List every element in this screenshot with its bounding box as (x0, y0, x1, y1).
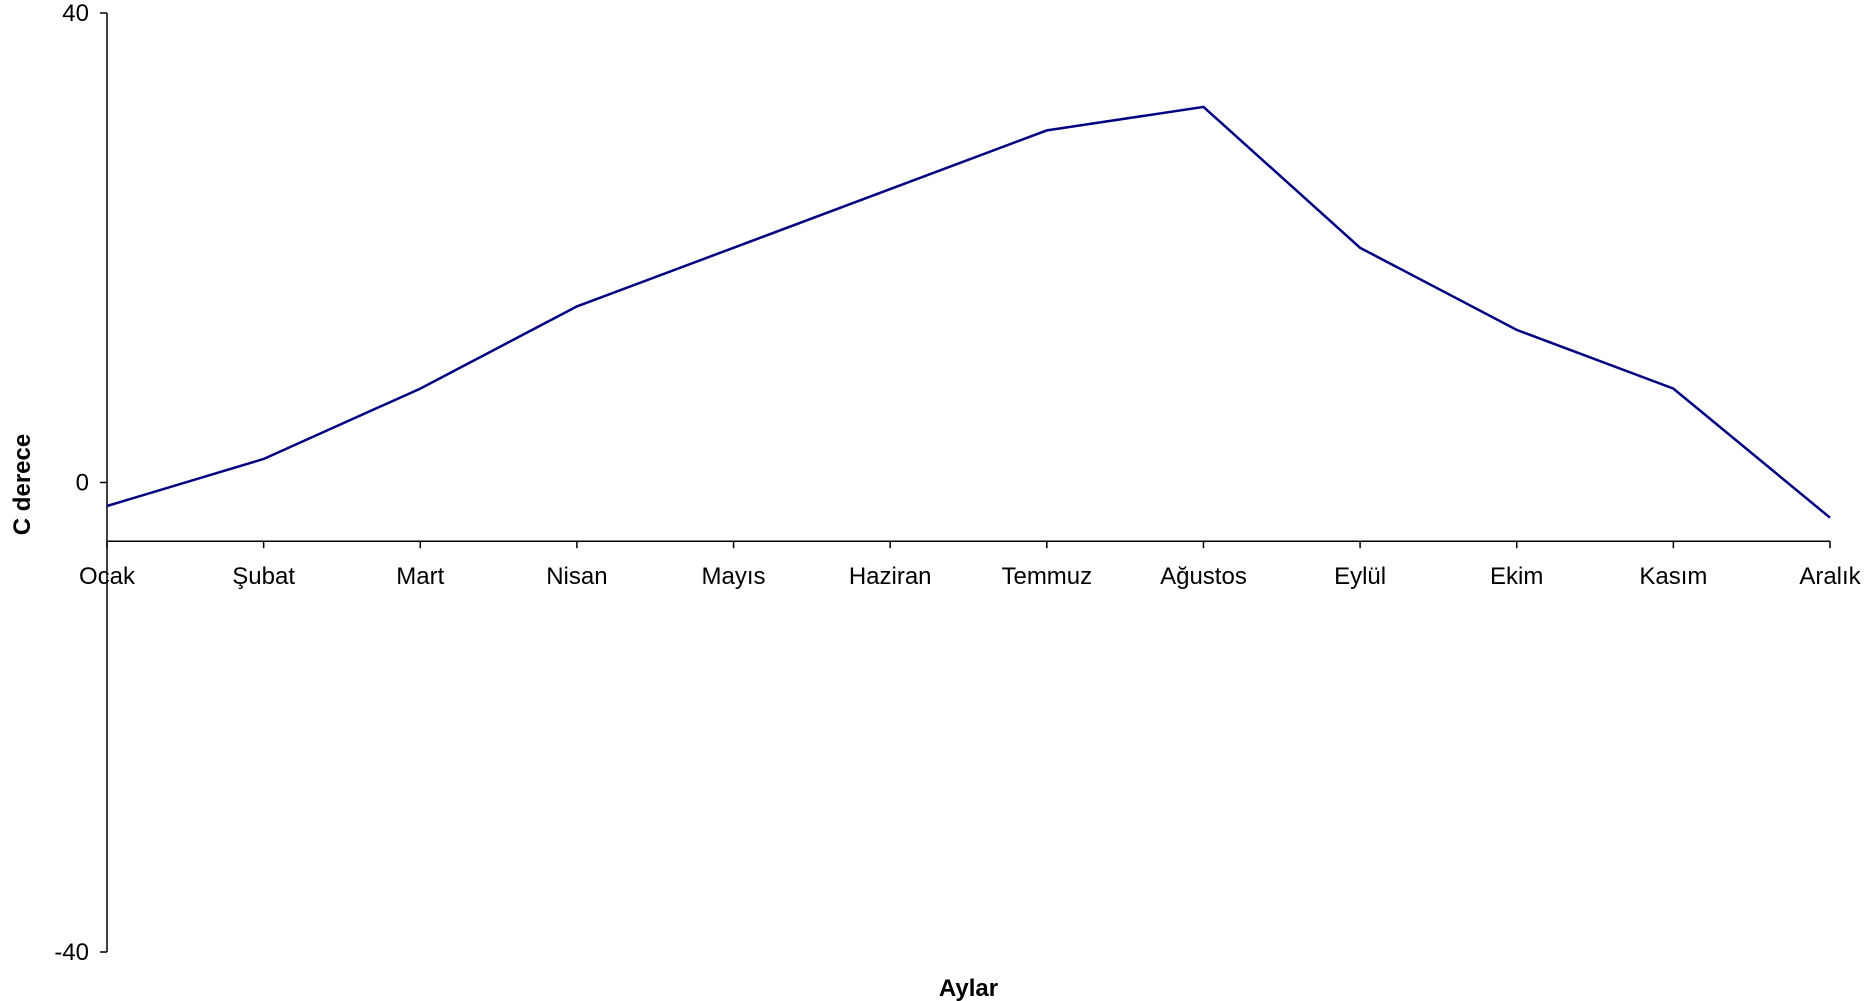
x-tick-label: Nisan (546, 563, 607, 590)
x-axis: Ocak Şubat Mart Nisan Mayıs Haziran Temmuz Ağus… (79, 540, 1862, 590)
x-tick-label: Eylül (1334, 563, 1386, 590)
y-tick-label: 40 (62, 0, 89, 27)
series-line (106, 105, 1831, 519)
y-tick-label: -40 (54, 939, 89, 966)
x-tick-label: Haziran (849, 563, 932, 590)
x-tick-label: Kasım (1639, 563, 1707, 590)
x-tick-label: Aralık (1799, 563, 1861, 590)
x-tick-label: Ocak (79, 563, 136, 590)
x-tick-label: Mayıs (702, 563, 766, 590)
series (106, 105, 1831, 519)
x-tick-label: Şubat (232, 563, 295, 590)
x-tick-label: Ekim (1490, 563, 1543, 590)
y-axis-title: C derece (9, 434, 36, 535)
x-axis-title: Aylar (939, 975, 998, 1001)
x-tick-label: Temmuz (1001, 563, 1092, 590)
y-tick-label: 0 (76, 470, 89, 497)
x-tick-label: Ağustos (1160, 563, 1247, 590)
x-tick-label: Mart (396, 563, 444, 590)
y-axis: -40 0 40 (54, 0, 108, 966)
